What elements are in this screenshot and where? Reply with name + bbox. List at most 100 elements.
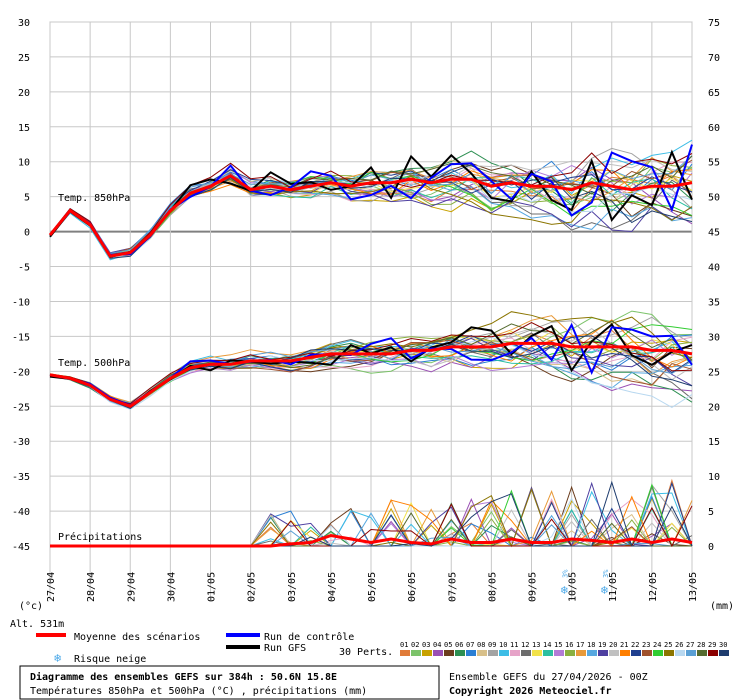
member-legend-number: 19 xyxy=(598,641,606,649)
y-left-tick-label: 20 xyxy=(18,88,30,99)
snow-risk-label: 3% xyxy=(602,569,610,578)
y-left-tick-label: -45 xyxy=(12,542,30,553)
y-left-tick-label: 10 xyxy=(18,158,30,169)
title-line2: Températures 850hPa et 500hPa (°C) , pré… xyxy=(30,685,367,697)
y-left-tick-label: -25 xyxy=(12,402,30,413)
member-legend-number: 13 xyxy=(532,641,540,649)
y-right-tick-label: 50 xyxy=(708,193,720,204)
legend-gfs-swatch xyxy=(226,645,260,649)
member-legend-number: 22 xyxy=(631,641,639,649)
legend-control-label: Run de contrôle xyxy=(264,631,354,643)
member-legend-number: 02 xyxy=(411,641,419,649)
member-legend-number: 21 xyxy=(620,641,628,649)
member-legend-number: 15 xyxy=(554,641,562,649)
left-unit: (°c) xyxy=(19,601,43,612)
member-legend-swatch xyxy=(598,650,608,656)
member-legend-swatch xyxy=(411,650,421,656)
y-right-tick-label: 30 xyxy=(708,332,720,343)
x-tick-label: 03/05 xyxy=(287,572,298,602)
member-legend-number: 17 xyxy=(576,641,584,649)
member-legend-number: 24 xyxy=(653,641,661,649)
member-legend-swatch xyxy=(455,650,465,656)
y-right-tick-label: 75 xyxy=(708,18,720,29)
y-right-tick-label: 35 xyxy=(708,297,720,308)
special-series: 3% ❄ 3% ❄ xyxy=(48,144,693,597)
legend-gfs-label: Run GFS xyxy=(264,643,306,654)
member-legend-swatch xyxy=(686,650,696,656)
member-legend-number: 08 xyxy=(477,641,485,649)
member-legend-swatch xyxy=(499,650,509,656)
member-legend-swatch xyxy=(466,650,476,656)
title-frame xyxy=(19,665,440,700)
x-tick-label: 29/04 xyxy=(126,572,137,602)
x-tick-label: 02/05 xyxy=(247,572,258,602)
member-legend-swatch xyxy=(576,650,586,656)
y-left-tick-label: -30 xyxy=(12,437,30,448)
member-legend-number: 20 xyxy=(609,641,617,649)
member-legend-number: 05 xyxy=(444,641,452,649)
legend-mean-swatch xyxy=(36,633,66,637)
member-legend-swatch xyxy=(697,650,707,656)
member-t500-line xyxy=(49,324,693,408)
y-left-tick-label: -35 xyxy=(12,472,30,483)
y-right-tick-label: 60 xyxy=(708,123,720,134)
mean-t500-line xyxy=(49,341,693,408)
member-t500-line xyxy=(49,322,693,405)
member-legend-number: 14 xyxy=(543,641,551,649)
y-right-tick-label: 15 xyxy=(708,437,720,448)
member-legend-swatch xyxy=(587,650,597,656)
x-tick-label: 10/05 xyxy=(568,572,579,602)
legend-snow-label: Risque neige xyxy=(74,654,146,665)
y-left-tick-label: -40 xyxy=(12,507,30,518)
perts-label: 30 Perts. xyxy=(339,647,393,658)
snowflake-icon: ❄ xyxy=(54,651,61,665)
member-t500-line xyxy=(49,336,693,410)
x-tick-label: 09/05 xyxy=(528,572,539,602)
y-right-tick-label: 40 xyxy=(708,263,720,274)
x-tick-label: 01/05 xyxy=(207,572,218,602)
member-legend-number: 29 xyxy=(708,641,716,649)
mean-precip-line xyxy=(50,533,693,548)
x-tick-label: 13/05 xyxy=(688,572,699,602)
member-legend-swatch xyxy=(422,650,432,656)
member-legend-swatch xyxy=(433,650,443,656)
member-legend-number: 06 xyxy=(455,641,463,649)
member-legend-number: 28 xyxy=(697,641,705,649)
member-legend-number: 01 xyxy=(400,641,408,649)
y-right-tick-label: 45 xyxy=(708,228,720,239)
member-legend-swatch xyxy=(708,650,718,656)
x-tick-label: 07/05 xyxy=(447,572,458,602)
x-tick-label: 05/05 xyxy=(367,572,378,602)
legend-control-swatch xyxy=(226,633,260,637)
member-legend-number: 11 xyxy=(510,641,518,649)
y-left-tick-label: 25 xyxy=(18,53,30,64)
y-right-tick-label: 25 xyxy=(708,367,720,378)
member-legend-number: 16 xyxy=(565,641,573,649)
x-tick-label: 08/05 xyxy=(487,572,498,602)
member-legend-number: 12 xyxy=(521,641,529,649)
member-legend-number: 18 xyxy=(587,641,595,649)
member-t850-line xyxy=(49,152,693,256)
y-left-tick-label: 5 xyxy=(24,193,30,204)
y-right-tick-label: 10 xyxy=(708,472,720,483)
right-unit: (mm) xyxy=(710,601,734,612)
y-right-tick-label: 5 xyxy=(708,507,714,518)
member-legend-swatch xyxy=(675,650,685,656)
y-left-tick-label: 15 xyxy=(18,123,30,134)
member-legend-number: 26 xyxy=(675,641,683,649)
snow-risk-label: 3% xyxy=(562,569,570,578)
legend-mean-label: Moyenne des scénarios xyxy=(74,631,200,643)
member-legend-number: 27 xyxy=(686,641,694,649)
y-left-tick-label: -10 xyxy=(12,297,30,308)
y-left-tick-label: -5 xyxy=(18,263,30,274)
x-tick-label: 12/05 xyxy=(648,572,659,602)
y-left-tick-label: -15 xyxy=(12,332,30,343)
member-legend-swatch xyxy=(532,650,542,656)
y-right-tick-label: 65 xyxy=(708,88,720,99)
member-legend-swatch xyxy=(488,650,498,656)
member-legend-swatch xyxy=(664,650,674,656)
member-legend-number: 30 xyxy=(719,641,727,649)
x-tick-label: 30/04 xyxy=(166,572,177,602)
x-tick-label: 06/05 xyxy=(407,572,418,602)
